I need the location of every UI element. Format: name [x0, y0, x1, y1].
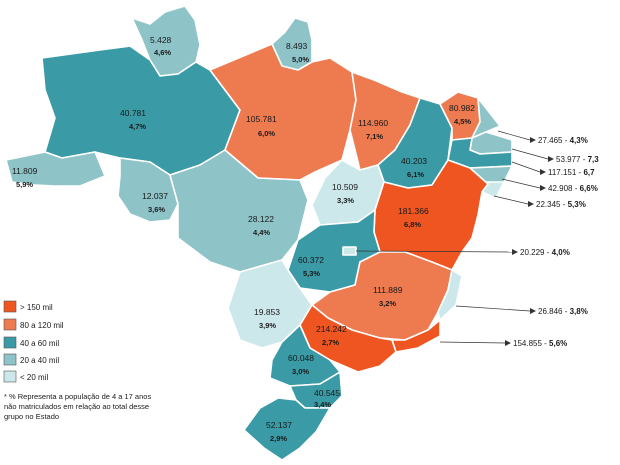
legend-swatch-4	[3, 370, 17, 383]
legend-swatch-2	[3, 336, 17, 349]
legend-swatch-1	[3, 318, 17, 331]
label-ms-pct: 3,9%	[259, 321, 276, 330]
label-ba-value: 181.366	[398, 206, 429, 216]
label-ap-value: 8.493	[286, 41, 308, 51]
footnote: * % Representa a população de 4 a 17 ano…	[4, 392, 152, 421]
label-rr-pct: 4,6%	[154, 48, 171, 57]
label-pr-value: 60.048	[288, 353, 314, 363]
callout-line-df	[355, 250, 513, 253]
arrowhead-es	[530, 308, 536, 314]
callout-line-rj	[439, 341, 506, 344]
callout-line-rn	[497, 130, 531, 141]
callout-line-es	[455, 305, 531, 312]
legend-label-3: 20 a 40 mil	[20, 356, 59, 365]
label-mt-pct: 4,4%	[253, 228, 270, 237]
arrowhead-se	[528, 201, 534, 207]
label-pi-pct: 6,1%	[407, 170, 424, 179]
state-rr	[131, 5, 201, 77]
label-pa-value: 105.781	[246, 114, 277, 124]
callout-se: 22.345 - 5,3%	[536, 200, 586, 209]
label-to-pct: 3,3%	[337, 196, 354, 205]
callout-line-pe	[511, 161, 541, 173]
arrowhead-pb	[548, 156, 554, 162]
state-ac	[5, 151, 106, 187]
label-am-pct: 4,7%	[129, 122, 146, 131]
label-ms-value: 19.853	[254, 307, 280, 317]
label-am-value: 40.781	[120, 108, 146, 118]
label-sc-value: 40.545	[314, 388, 340, 398]
state-pb	[469, 131, 513, 155]
callout-rn: 27.465 - 4,3%	[538, 136, 588, 145]
label-rr-value: 5.428	[150, 35, 172, 45]
legend-swatch-3	[3, 353, 17, 366]
callout-df: 20.229 - 4,0%	[520, 248, 570, 257]
state-rs	[243, 397, 331, 461]
legend-label-4: < 20 mil	[20, 373, 48, 382]
label-mt-value: 28.122	[248, 214, 274, 224]
label-ac-value: 11.809	[12, 166, 38, 176]
label-ce-value: 80.982	[449, 103, 475, 113]
callout-pb: 53.977 - 7,3	[556, 155, 599, 164]
label-rs-pct: 2,9%	[270, 434, 287, 443]
label-ap-pct: 5,0%	[292, 55, 309, 64]
label-sp-value: 214.242	[316, 324, 347, 334]
legend-label-2: 40 a 60 mil	[20, 339, 59, 348]
legend-swatch-0	[3, 300, 17, 313]
label-ma-pct: 7,1%	[366, 132, 383, 141]
legend-label-0: > 150 mil	[20, 303, 53, 312]
callout-lines	[355, 130, 549, 344]
legend-label-1: 80 a 120 mil	[20, 321, 64, 330]
label-ce-pct: 4,5%	[454, 117, 471, 126]
arrowhead-pe	[540, 169, 546, 175]
label-ro-pct: 3,6%	[148, 205, 165, 214]
callout-al: 42.908 - 6,6%	[548, 184, 598, 193]
callout-line-pb	[511, 148, 549, 160]
state-df	[342, 246, 357, 256]
state-rj	[391, 319, 441, 353]
label-sp-pct: 2,7%	[322, 338, 339, 347]
label-pa-pct: 6,0%	[258, 129, 275, 138]
label-sc-pct: 3,4%	[314, 400, 331, 409]
label-pi-value: 40.203	[401, 156, 427, 166]
label-mg-pct: 3,2%	[379, 299, 396, 308]
label-ma-value: 114.960	[358, 118, 388, 128]
arrowhead-df	[512, 249, 518, 255]
arrowhead-al	[540, 185, 546, 191]
callout-arrowheads	[505, 137, 554, 346]
callout-es: 26.846 - 3,8%	[538, 307, 588, 316]
callout-pe: 117.151 - 6,7	[548, 168, 595, 177]
label-rs-value: 52.137	[266, 420, 292, 430]
callout-rj: 154.855 - 5,6%	[513, 339, 567, 348]
label-to-value: 10.509	[332, 182, 358, 192]
label-mg-value: 111.889	[373, 285, 403, 295]
arrowhead-rn	[530, 137, 536, 143]
label-pr-pct: 3,0%	[292, 367, 309, 376]
label-ac-pct: 5,9%	[16, 180, 33, 189]
arrowhead-rj	[505, 340, 511, 346]
legend: > 150 mil 80 a 120 mil 40 a 60 mil 20 a …	[3, 300, 64, 383]
label-ba-pct: 6,8%	[404, 220, 421, 229]
callout-line-se	[493, 195, 529, 205]
state-ro	[117, 157, 179, 223]
callout-line-al	[501, 178, 541, 189]
label-go-pct: 5,3%	[303, 269, 320, 278]
label-go-value: 60.372	[298, 255, 324, 265]
label-ro-value: 12.037	[142, 191, 168, 201]
